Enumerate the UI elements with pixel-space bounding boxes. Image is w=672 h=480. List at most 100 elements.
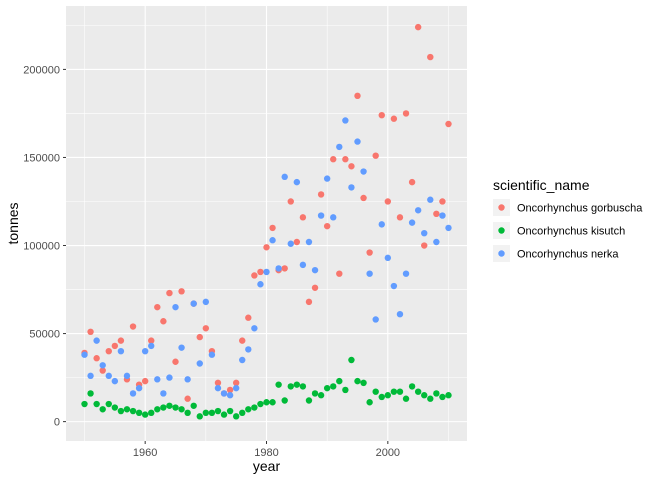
x-tick-label: 1980 [254, 447, 278, 459]
point-oncorhynchus-gorbuscha [178, 288, 185, 295]
legend-marker-oncorhynchus-gorbuscha [498, 204, 505, 211]
legend: scientific_name Oncorhynchus gorbuscha On… [493, 177, 643, 262]
point-oncorhynchus-gorbuscha [141, 377, 149, 385]
point-oncorhynchus-kisutch [433, 390, 440, 397]
point-oncorhynchus-gorbuscha [336, 270, 343, 277]
point-oncorhynchus-gorbuscha [257, 268, 264, 276]
point-oncorhynchus-nerka [366, 270, 373, 277]
point-oncorhynchus-nerka [317, 212, 325, 219]
point-oncorhynchus-gorbuscha [226, 386, 234, 394]
point-oncorhynchus-gorbuscha [269, 224, 276, 232]
point-oncorhynchus-nerka [372, 316, 379, 323]
point-oncorhynchus-nerka [105, 372, 112, 380]
point-oncorhynchus-kisutch [111, 404, 119, 411]
point-oncorhynchus-nerka [390, 282, 398, 290]
legend-marker-oncorhynchus-nerka [498, 250, 505, 257]
legend-title: scientific_name [493, 177, 590, 193]
point-oncorhynchus-kisutch [396, 388, 404, 395]
point-oncorhynchus-gorbuscha [232, 379, 240, 387]
point-oncorhynchus-kisutch [123, 406, 131, 413]
point-oncorhynchus-gorbuscha [196, 333, 203, 341]
point-oncorhynchus-gorbuscha [117, 337, 125, 344]
point-oncorhynchus-kisutch [87, 390, 94, 397]
point-oncorhynchus-kisutch [408, 383, 416, 390]
point-oncorhynchus-nerka [111, 377, 119, 385]
point-oncorhynchus-gorbuscha [287, 198, 294, 205]
point-oncorhynchus-kisutch [160, 404, 167, 411]
point-oncorhynchus-kisutch [287, 383, 294, 390]
point-oncorhynchus-nerka [293, 178, 301, 186]
point-oncorhynchus-nerka [141, 347, 149, 355]
point-oncorhynchus-kisutch [105, 400, 112, 408]
legend-label-oncorhynchus-gorbuscha: Oncorhynchus gorbuscha [517, 203, 643, 215]
y-axis-title: tonnes [5, 202, 21, 244]
point-oncorhynchus-nerka [378, 221, 385, 228]
y-tick-label: 150000 [23, 152, 60, 164]
point-oncorhynchus-nerka [414, 207, 422, 214]
point-oncorhynchus-nerka [281, 173, 288, 181]
point-oncorhynchus-kisutch [384, 392, 392, 399]
point-oncorhynchus-gorbuscha [281, 265, 288, 272]
point-oncorhynchus-nerka [354, 138, 361, 145]
point-oncorhynchus-gorbuscha [427, 53, 434, 61]
point-oncorhynchus-gorbuscha [172, 358, 179, 365]
point-oncorhynchus-nerka [245, 346, 252, 353]
point-oncorhynchus-gorbuscha [330, 156, 337, 163]
point-oncorhynchus-gorbuscha [214, 379, 222, 387]
point-oncorhynchus-nerka [305, 238, 313, 246]
point-oncorhynchus-gorbuscha [317, 191, 325, 198]
point-oncorhynchus-kisutch [293, 381, 301, 388]
point-oncorhynchus-kisutch [154, 406, 161, 413]
point-oncorhynchus-nerka [166, 374, 173, 381]
y-tick-label: 0 [54, 417, 60, 429]
point-oncorhynchus-kisutch [196, 413, 203, 420]
point-oncorhynchus-gorbuscha [184, 395, 191, 402]
point-oncorhynchus-nerka [299, 261, 307, 269]
point-oncorhynchus-nerka [427, 196, 434, 203]
point-oncorhynchus-kisutch [336, 377, 343, 385]
point-oncorhynchus-kisutch [214, 407, 222, 415]
point-oncorhynchus-gorbuscha [129, 323, 137, 330]
point-oncorhynchus-kisutch [148, 409, 155, 417]
point-oncorhynchus-nerka [402, 270, 410, 277]
point-oncorhynchus-kisutch [348, 356, 355, 364]
point-oncorhynchus-gorbuscha [342, 156, 349, 163]
x-tick-label: 2000 [376, 447, 400, 459]
point-oncorhynchus-gorbuscha [445, 120, 452, 128]
point-oncorhynchus-gorbuscha [99, 367, 106, 374]
point-oncorhynchus-gorbuscha [293, 238, 301, 246]
point-oncorhynchus-gorbuscha [299, 214, 307, 221]
point-oncorhynchus-nerka [445, 224, 452, 232]
point-oncorhynchus-gorbuscha [105, 347, 112, 355]
point-oncorhynchus-gorbuscha [408, 178, 416, 186]
point-oncorhynchus-nerka [257, 281, 264, 288]
point-oncorhynchus-nerka [117, 347, 125, 355]
point-oncorhynchus-nerka [184, 376, 191, 383]
point-oncorhynchus-nerka [439, 212, 446, 219]
point-oncorhynchus-nerka [190, 300, 197, 307]
point-oncorhynchus-nerka [330, 214, 337, 221]
point-oncorhynchus-nerka [135, 384, 143, 392]
point-oncorhynchus-kisutch [445, 392, 452, 399]
point-oncorhynchus-kisutch [251, 404, 258, 411]
y-tick-label: 100000 [23, 241, 60, 253]
point-oncorhynchus-nerka [202, 298, 210, 306]
point-oncorhynchus-kisutch [414, 388, 422, 395]
point-oncorhynchus-gorbuscha [154, 303, 161, 311]
y-tick-label: 200000 [23, 64, 60, 76]
point-oncorhynchus-kisutch [281, 397, 288, 404]
point-oncorhynchus-kisutch [166, 402, 173, 409]
point-oncorhynchus-kisutch [366, 399, 373, 406]
point-oncorhynchus-gorbuscha [93, 355, 100, 362]
point-oncorhynchus-gorbuscha [433, 210, 440, 218]
point-oncorhynchus-nerka [232, 384, 240, 392]
point-oncorhynchus-gorbuscha [439, 198, 446, 205]
y-tick-label: 50000 [29, 329, 60, 341]
point-oncorhynchus-gorbuscha [372, 152, 379, 159]
point-oncorhynchus-kisutch [439, 393, 446, 401]
point-oncorhynchus-kisutch [427, 395, 434, 402]
point-oncorhynchus-nerka [263, 268, 270, 276]
point-oncorhynchus-nerka [129, 390, 137, 397]
point-oncorhynchus-nerka [93, 337, 100, 344]
x-tick-label: 1960 [133, 447, 157, 459]
